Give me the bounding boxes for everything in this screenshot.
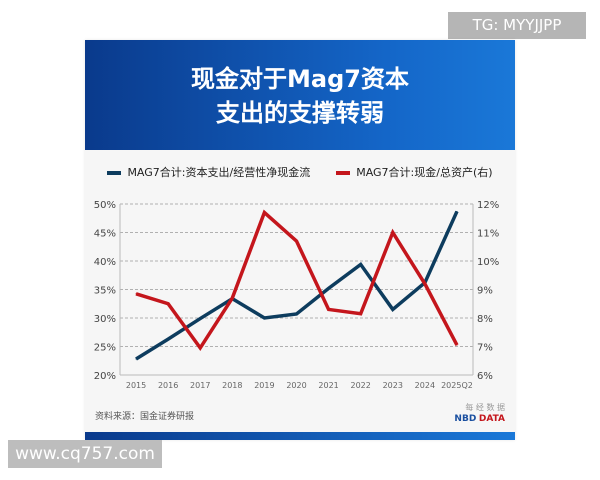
line-chart: 20% 6% 25% 7% 30% 8% 35% 9% 40% 10% 45% 11% 50% 12% 20… (94, 200, 499, 390)
y-left-tick-label: 35% (94, 286, 116, 297)
legend-item-capex: MAG7合计:资本支出/经营性净现金流 (107, 164, 310, 180)
x-tick-label: 2019 (254, 381, 274, 390)
legend-label: MAG7合计:资本支出/经营性净现金流 (127, 166, 311, 179)
data-point (456, 210, 458, 212)
x-tick-label: 2017 (190, 381, 210, 390)
y-right-tick-label: 10% (477, 257, 499, 268)
x-tick-label: 2015 (126, 381, 146, 390)
y-left-tick-label: 50% (94, 200, 116, 211)
chart-title: 现金对于Mag7资本 支出的支撑转弱 (85, 40, 515, 150)
chart-card: 现金对于Mag7资本 支出的支撑转弱 MAG7合计:资本支出/经营性净现金流 M… (85, 40, 515, 440)
data-point (199, 318, 201, 320)
y-left-tick-label: 20% (94, 371, 116, 382)
data-point (296, 313, 297, 315)
legend-label: MAG7合计:现金/总资产(右) (356, 166, 493, 179)
x-tick-label: 2020 (286, 381, 306, 390)
x-tick-label: 2018 (222, 381, 242, 390)
data-point (392, 308, 394, 310)
nbd-logo: 每 经 数 据 NBD DATA (454, 402, 505, 425)
title-line-2: 支出的支撑转弱 (216, 99, 384, 127)
y-left-tick-label: 45% (94, 229, 116, 240)
data-point (296, 240, 297, 242)
bottom-bar (85, 432, 515, 440)
legend-item-cash: MAG7合计:现金/总资产(右) (336, 164, 493, 180)
x-tick-label: 2025Q2 (441, 381, 473, 390)
data-point (328, 287, 330, 289)
title-line-1: 现金对于Mag7资本 (191, 65, 409, 93)
y-right-tick-label: 8% (477, 314, 493, 325)
y-right-tick-label: 7% (477, 343, 493, 354)
watermark-top: TG: MYYJJPP (448, 12, 586, 39)
y-right-tick-label: 9% (477, 286, 493, 297)
data-point (199, 347, 201, 349)
data-point (263, 317, 265, 319)
legend-swatch (336, 171, 351, 175)
legend: MAG7合计:资本支出/经营性净现金流 MAG7合计:现金/总资产(右) (85, 164, 515, 180)
logo-nbd: NBD (454, 414, 477, 424)
watermark-bottom: www.cq757.com (8, 440, 162, 468)
x-tick-label: 2024 (415, 381, 435, 390)
x-tick-label: 2023 (383, 381, 403, 390)
data-point (392, 232, 394, 233)
data-point (231, 297, 233, 299)
y-right-tick-label: 12% (477, 200, 499, 211)
data-point (360, 263, 362, 265)
x-tick-label: 2021 (318, 381, 338, 390)
legend-swatch (107, 171, 122, 175)
data-point (167, 303, 169, 305)
y-left-tick-label: 40% (94, 257, 116, 268)
data-point (360, 313, 362, 315)
y-right-tick-label: 11% (477, 229, 499, 240)
data-point (135, 293, 137, 295)
data-point (167, 338, 169, 340)
data-point (456, 344, 458, 346)
y-right-tick-label: 6% (477, 371, 493, 382)
logo-data: DATA (478, 414, 505, 424)
x-tick-label: 2022 (351, 381, 371, 390)
series-line-0 (135, 210, 459, 361)
y-left-tick-label: 25% (94, 343, 116, 354)
logo-cn: 每 经 数 据 (465, 403, 505, 412)
data-point (135, 358, 137, 360)
x-tick-label: 2016 (158, 381, 178, 390)
data-point (328, 308, 330, 310)
data-point (263, 212, 265, 214)
source-note: 资料来源：国金证券研报 (95, 412, 195, 422)
data-point (424, 283, 426, 285)
y-left-tick-label: 30% (94, 314, 116, 325)
